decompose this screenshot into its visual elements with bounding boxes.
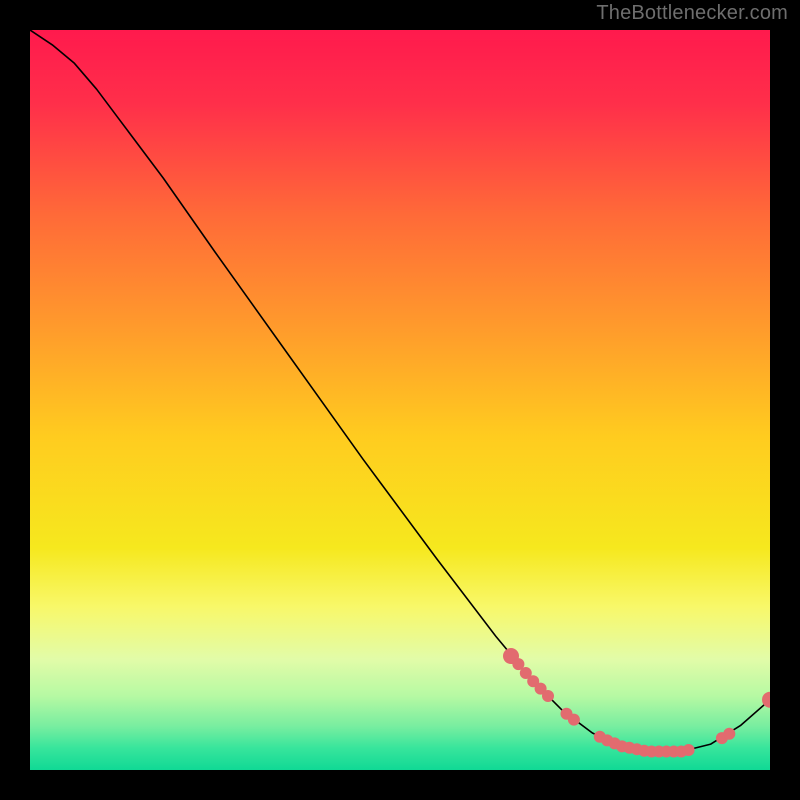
bottleneck-chart xyxy=(30,30,770,770)
page-root: TheBottlenecker.com xyxy=(0,0,800,800)
data-marker xyxy=(542,690,554,702)
data-marker xyxy=(683,744,695,756)
chart-svg xyxy=(30,30,770,770)
chart-background xyxy=(30,30,770,770)
watermark-text: TheBottlenecker.com xyxy=(596,2,788,25)
data-marker xyxy=(568,714,580,726)
data-marker xyxy=(723,728,735,740)
